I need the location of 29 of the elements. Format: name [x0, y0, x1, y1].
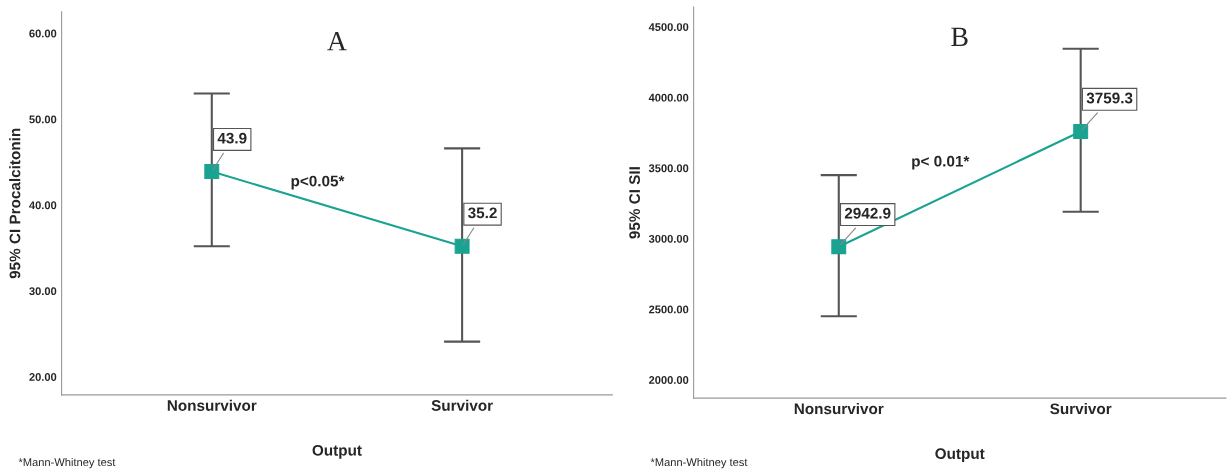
x-tick-label: Nonsurvivor	[167, 399, 257, 411]
y-tick-label: 4000.00	[648, 93, 689, 102]
text: A	[327, 31, 347, 51]
data-label: 35.2	[468, 207, 497, 219]
x-axis-title: Output	[312, 444, 362, 459]
y-tick-label: 60.00	[29, 29, 57, 38]
x-axis-title: Output	[935, 448, 985, 463]
data-label: 43.9	[217, 132, 247, 144]
y-axis-title: 95% CI Procalcitonin	[9, 128, 21, 279]
y-tick-label: 30.00	[29, 287, 57, 296]
y-tick-label: 2500.00	[648, 305, 689, 314]
y-tick-label: 3500.00	[648, 164, 689, 173]
y-axis-title: 95% CI SII	[629, 167, 641, 239]
y-tick-label: 3000.00	[648, 234, 689, 243]
y-tick-label: 2000.00	[648, 376, 689, 384]
data-label: 3759.3	[1086, 92, 1133, 104]
annotation: p<0.05*	[291, 175, 345, 190]
y-tick-label: 50.00	[29, 115, 57, 124]
text: *Mann-Whitney test	[650, 457, 748, 469]
data-label: 2942.9	[844, 207, 891, 219]
annotation: p< 0.01*	[912, 155, 970, 170]
x-tick-label: Survivor	[1050, 403, 1112, 415]
text: *Mann-Whitney test	[18, 457, 116, 469]
y-tick-label: 40.00	[29, 201, 57, 210]
x-tick-label: Nonsurvivor	[794, 403, 884, 415]
y-tick-label: 4500.00	[648, 23, 689, 32]
text: B	[951, 27, 968, 47]
x-tick-label: Survivor	[431, 399, 493, 411]
y-tick-label: 20.00	[29, 373, 57, 381]
